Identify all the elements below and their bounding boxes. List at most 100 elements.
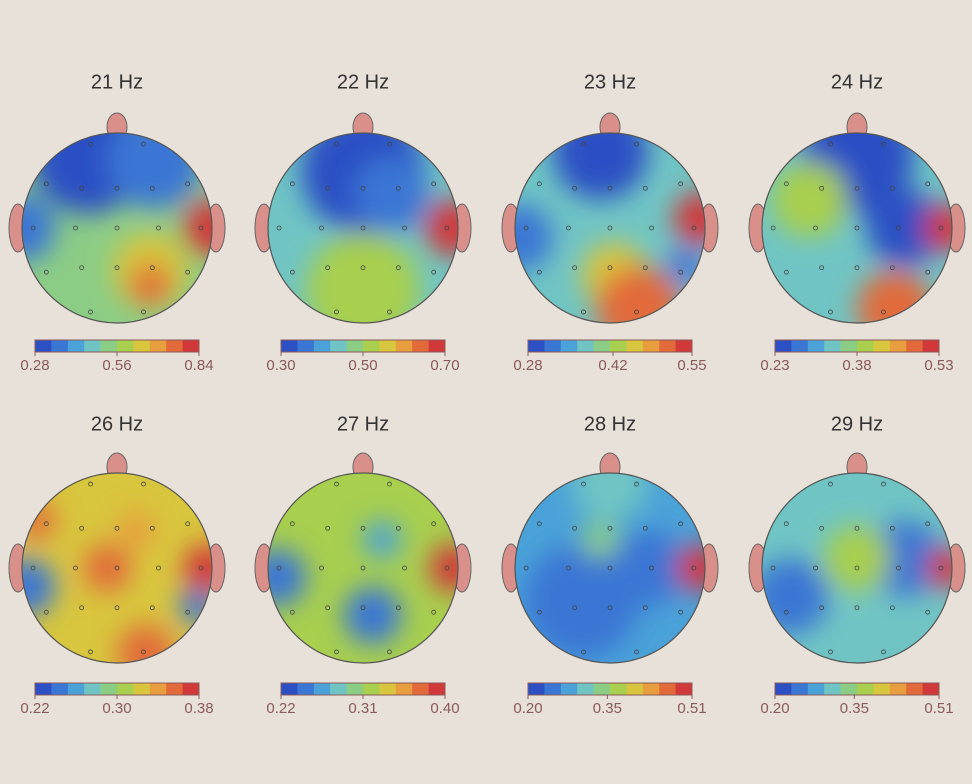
colorbar-cell — [889, 340, 907, 352]
electrode — [634, 481, 639, 487]
electrode — [854, 225, 860, 231]
electrode — [444, 225, 450, 231]
electrode — [607, 565, 613, 571]
colorbar-cell — [577, 340, 595, 352]
colorbar-cell — [166, 683, 184, 695]
head-map — [515, 133, 705, 323]
electrode — [581, 141, 586, 147]
electrode — [642, 525, 648, 531]
colorbar-cell — [346, 683, 364, 695]
electrode — [149, 185, 155, 191]
electrode — [607, 185, 613, 191]
electrode — [325, 185, 331, 191]
blob — [771, 161, 848, 238]
electrode — [141, 309, 146, 315]
electrode — [678, 609, 684, 615]
blob — [762, 558, 829, 635]
head-map — [762, 133, 952, 323]
topomap: 29 Hz 0.20 0.35 0.51 — [748, 413, 966, 717]
colorbar-cell — [67, 683, 85, 695]
electrode — [431, 181, 437, 187]
colorbar-cell — [544, 683, 562, 695]
tick-label: 0.70 — [430, 357, 459, 374]
electrode — [334, 141, 339, 147]
electrode — [854, 605, 860, 611]
blob — [344, 587, 401, 644]
electrode — [854, 265, 860, 271]
blob — [117, 511, 155, 549]
colorbar-cell — [873, 683, 891, 695]
blob — [866, 520, 943, 597]
head-map — [268, 473, 458, 663]
colorbar-cell — [791, 340, 809, 352]
colorbar-cell — [313, 340, 331, 352]
tick-label: 0.22 — [266, 700, 295, 717]
colorbar-cell — [824, 683, 842, 695]
electrode — [289, 181, 295, 187]
colorbar-cell — [297, 683, 315, 695]
head-outline — [514, 472, 706, 664]
blob — [823, 525, 891, 592]
title: 28 Hz — [584, 413, 636, 435]
electrode — [79, 525, 85, 531]
electrode — [431, 521, 437, 527]
colorbar-cell — [906, 683, 924, 695]
tick-label: 0.28 — [513, 357, 542, 374]
electrode — [783, 181, 789, 187]
topomap: 26 Hz 0.22 0.30 0.38 — [8, 413, 226, 717]
electrode — [938, 225, 944, 231]
colorbar-cell — [100, 683, 118, 695]
electrode — [536, 609, 542, 615]
colorbar-cell — [857, 340, 874, 352]
electrode — [185, 609, 191, 615]
tick-label: 0.40 — [430, 700, 459, 717]
tick-label: 0.28 — [20, 357, 49, 374]
electrode — [360, 605, 366, 611]
colorbar-cell — [379, 340, 397, 352]
electrode — [813, 225, 818, 231]
electrode — [783, 269, 789, 275]
blob — [866, 190, 943, 266]
electrode — [79, 605, 85, 611]
electrode — [114, 225, 120, 231]
blob — [117, 625, 174, 663]
colorbar-cell — [133, 683, 151, 695]
colorbar-cell — [528, 340, 545, 352]
tick-label: 0.22 — [20, 700, 49, 717]
tick-label: 0.38 — [184, 700, 213, 717]
electrode — [88, 649, 93, 655]
electrode — [431, 269, 437, 275]
electrode — [185, 181, 191, 187]
electrode — [572, 265, 578, 271]
electrode — [572, 605, 578, 611]
electrode — [73, 565, 78, 571]
blob — [923, 204, 952, 252]
title: 27 Hz — [337, 413, 389, 435]
electrode — [149, 525, 155, 531]
electrode — [819, 185, 825, 191]
electrode — [387, 481, 392, 487]
electrode — [536, 181, 542, 187]
colorbar-cell — [791, 683, 809, 695]
colorbar-cell — [775, 683, 792, 695]
electrode — [770, 565, 776, 571]
electrode — [43, 521, 49, 527]
electrode — [334, 649, 339, 655]
colorbar-cell — [395, 340, 413, 352]
head-outline — [21, 132, 213, 324]
electrode — [536, 521, 542, 527]
electrode — [783, 609, 789, 615]
electrode — [334, 309, 339, 315]
electrode — [889, 605, 895, 611]
colorbar-frame — [774, 682, 940, 696]
topomap: 23 Hz 0.28 0.42 0.55 — [501, 71, 719, 374]
head-map — [515, 473, 705, 663]
colorbar-cell — [84, 683, 102, 695]
colorbar-frame — [527, 682, 693, 696]
electrode — [73, 225, 78, 231]
tick-label: 0.23 — [760, 357, 789, 374]
electrode — [642, 185, 648, 191]
blobs — [524, 473, 705, 659]
electrode — [828, 141, 833, 147]
colorbar-cell — [824, 340, 842, 352]
